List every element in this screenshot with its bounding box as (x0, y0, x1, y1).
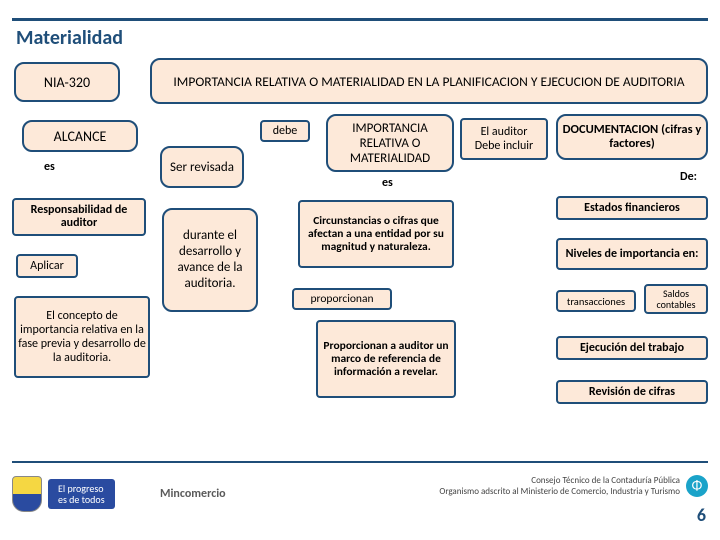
rule-bottom (12, 461, 708, 463)
node-concepto: El concepto de importancia relativa en l… (14, 296, 150, 378)
node-marco: Proporcionan a auditor un marco de refer… (316, 320, 456, 398)
node-responsabilidad: Responsabilidad de auditor (12, 198, 146, 236)
node-nia: NIA-320 (14, 62, 120, 102)
glenif-l1: Consejo Técnico de la Contaduría Pública (439, 475, 680, 486)
node-transacciones: transacciones (556, 290, 636, 312)
rule-top (12, 18, 708, 21)
footer-left: El progreso es de todos (12, 471, 115, 517)
auditor-line2: Debe incluir (475, 139, 533, 153)
node-documentacion: DOCUMENTACION (cifras y factores) (556, 114, 708, 160)
page-title: Materialidad (16, 26, 123, 50)
node-estados-financieros: Estados financieros (556, 196, 708, 220)
node-ejecucion: Ejecución del trabajo (556, 336, 708, 360)
mincomercio-label: Mincomercio (160, 487, 226, 501)
page-number: 6 (697, 504, 706, 526)
progreso-l2: es de todos (58, 494, 105, 505)
node-circunstancias: Circunstancias o cifras que afectan a un… (298, 200, 454, 268)
node-revision: Revisión de cifras (556, 380, 708, 404)
node-aplicar: Aplicar (16, 254, 78, 278)
node-ser-revisada: Ser revisada (160, 146, 244, 188)
node-saldos: Saldos contables (644, 284, 708, 314)
node-importancia: IMPORTANCIA RELATIVA O MATERIALIDAD (326, 114, 454, 172)
footer: El progreso es de todos Mincomercio Cons… (0, 465, 720, 525)
node-alcance: ALCANCE (22, 120, 138, 152)
node-proporcionan: proporcionan (292, 288, 392, 310)
connector-es-2: es (382, 176, 393, 190)
footer-right: Consejo Técnico de la Contaduría Pública… (439, 475, 680, 497)
node-niveles: Niveles de importancia en: (556, 238, 708, 270)
node-banner: IMPORTANCIA RELATIVA O MATERIALIDAD EN L… (150, 58, 708, 104)
auditor-line1: El auditor (475, 125, 533, 139)
connector-es-1: es (44, 160, 55, 174)
node-auditor: El auditor Debe incluir (460, 118, 548, 160)
phi-icon: Φ (686, 475, 708, 497)
shield-icon (12, 476, 42, 512)
glenif-l2: Organismo adscrito al Ministerio de Come… (439, 486, 680, 497)
connector-de: De: (680, 170, 697, 184)
progreso-badge: El progreso es de todos (48, 479, 115, 509)
node-durante: durante el desarrollo y avance de la aud… (162, 208, 258, 312)
node-debe: debe (260, 120, 310, 142)
